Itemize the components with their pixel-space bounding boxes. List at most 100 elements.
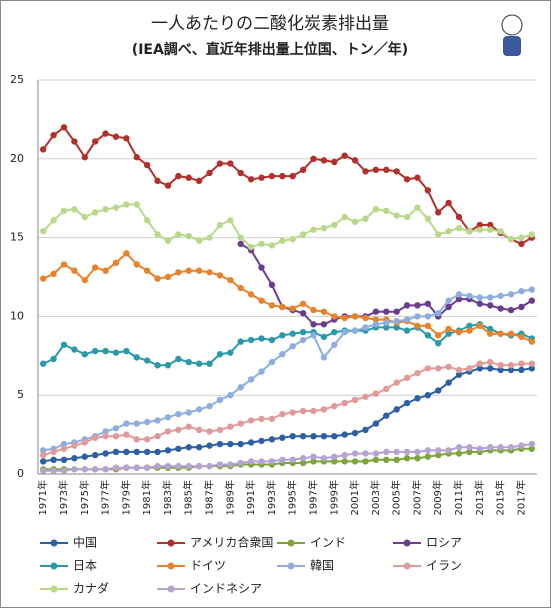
x-tick-label: 2009年 [431,480,444,515]
data-point [393,324,400,331]
data-point [143,357,151,364]
data-point [455,444,463,451]
data-point [237,169,244,177]
data-point [39,228,47,235]
data-point [258,437,265,445]
data-point [518,303,525,311]
data-point [310,407,317,415]
data-point [518,442,525,449]
data-point [71,442,78,449]
data-point [424,187,432,194]
data-point [331,403,338,410]
x-tick-label: 1997年 [306,480,319,515]
data-point [403,455,411,462]
data-point [102,432,109,440]
data-point [351,327,359,334]
chart-subtitle: (IEA調べ、直近年排出量上位国、トン／年) [132,41,408,58]
data-point [320,432,328,440]
data-point [383,166,390,174]
x-tick-label: 2003年 [369,480,382,515]
data-point [185,174,192,181]
data-point [237,240,244,248]
data-point [91,451,99,459]
data-point [362,426,369,434]
data-point [289,330,296,337]
data-point [258,458,265,465]
legend-marker [287,562,295,570]
data-point [383,385,390,393]
data-point [195,177,203,185]
data-point [372,206,380,213]
data-point [435,387,442,394]
data-point [154,362,161,369]
data-point [39,360,47,367]
data-point [299,432,307,440]
data-point [268,172,276,180]
data-point [497,444,504,451]
x-tick-label: 1977年 [99,480,112,515]
data-point [518,287,525,295]
data-point [39,275,47,282]
data-point [81,154,88,161]
data-point [71,267,78,274]
x-tick-label: 2011年 [452,480,465,515]
data-point [91,209,99,216]
data-point [476,445,484,452]
data-point [71,455,78,462]
data-point [320,224,328,232]
legend-label: インド [310,536,346,550]
data-point [81,466,88,473]
data-point [424,313,432,320]
x-tick-label: 1993年 [265,480,278,515]
data-point [341,458,348,465]
data-point [206,269,213,276]
legend-marker [403,562,411,570]
data-point [414,448,421,456]
data-point [445,379,452,386]
data-point [310,332,317,339]
data-point [123,420,130,427]
legend-marker [167,562,175,570]
legend-marker [287,539,295,547]
x-tick-label: 2017年 [514,480,527,515]
y-tick-label: 25 [10,73,24,86]
data-point [227,392,234,399]
data-point [39,451,47,459]
data-point [445,297,452,304]
data-point [247,458,255,465]
data-point [414,369,421,377]
data-point [71,138,78,145]
data-point [341,431,348,438]
data-point [237,420,244,427]
data-point [320,308,328,315]
data-point [403,302,411,309]
data-point [237,440,244,448]
data-point [299,459,307,467]
x-tick-label: 1999年 [327,480,340,515]
data-point [71,206,78,213]
data-point [424,332,432,339]
data-point [445,330,452,337]
data-point [258,174,265,181]
data-point [112,133,120,140]
x-tick-label: 1991年 [244,480,257,515]
data-point [310,306,317,314]
data-point [247,439,255,446]
data-point [81,351,88,358]
data-point [351,157,359,164]
data-point [403,374,411,382]
x-tick-label: 1979年 [119,480,132,515]
data-point [216,440,224,448]
data-point [497,362,504,369]
data-point [206,428,213,435]
data-point [518,240,525,248]
data-point [123,250,130,257]
data-point [39,447,47,454]
data-point [123,448,130,456]
data-point [112,448,120,456]
data-point [154,231,161,238]
data-point [487,294,494,301]
data-point [175,172,182,180]
data-point [299,336,307,344]
data-point [60,445,68,452]
